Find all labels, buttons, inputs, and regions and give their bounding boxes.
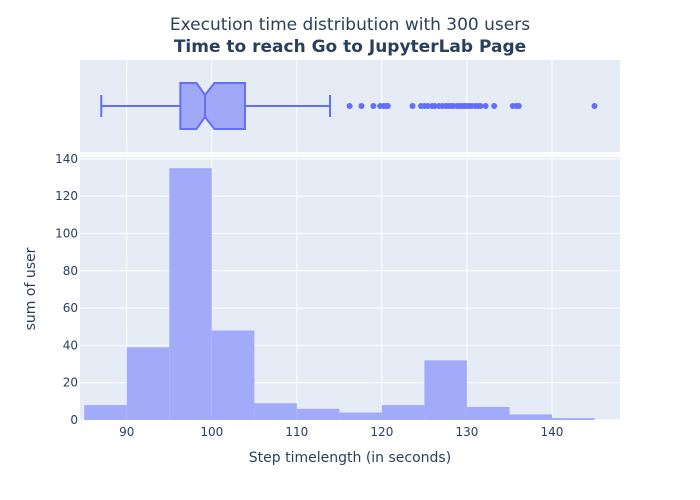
histogram-bar [126,347,170,420]
histogram-bar [381,405,425,420]
x-tick-label: 90 [119,425,134,439]
y-axis-ticks: 0 20 40 60 80 100 120 140 [55,152,78,427]
x-tick-label: 120 [370,425,393,439]
x-tick-label: 100 [200,425,223,439]
histogram-bar [424,360,467,420]
histogram-bar [296,408,340,420]
chart-subtitle: Time to reach Go to JupyterLab Page [174,37,526,57]
y-tick-label: 100 [55,226,78,240]
box-outlier-point [491,103,498,109]
box-outlier-point [384,103,391,109]
y-tick-label: 20 [63,376,78,390]
y-tick-label: 140 [55,152,78,166]
histogram-bar [84,405,127,420]
histogram-bar [211,330,255,420]
histogram-bar [551,418,595,420]
x-tick-label: 110 [285,425,308,439]
box-outlier-point [477,103,484,109]
y-axis-title: sum of user [23,247,39,330]
histogram-bar [339,412,382,420]
y-tick-label: 120 [55,189,78,203]
box-notched-body [179,82,246,130]
box-outlier-point [370,103,377,109]
y-tick-label: 80 [63,264,78,278]
box-outlier-point [515,103,522,109]
y-tick-label: 60 [63,301,78,315]
box-outlier-point [431,103,438,109]
box-outlier-point [591,103,598,109]
x-axis-ticks: 90 100 110 120 130 140 [119,425,563,439]
box-plot [100,82,598,130]
x-axis-title: Step timelength (in seconds) [249,450,451,466]
box-outlier-point [424,103,431,109]
y-tick-label: 0 [70,413,78,427]
box-outlier-point [409,103,416,109]
y-tick-label: 40 [63,338,78,352]
x-tick-label: 130 [455,425,478,439]
histogram-bar [254,403,297,420]
chart-title: Execution time distribution with 300 use… [170,15,530,35]
histogram-bar [169,168,212,420]
x-tick-label: 140 [541,425,564,439]
histogram-bar [509,414,552,420]
box-outlier-point [358,103,365,109]
box-outlier-point [482,103,489,109]
histogram-bars [84,168,595,420]
box-outlier-point [346,103,353,109]
histogram-bar [466,406,510,420]
